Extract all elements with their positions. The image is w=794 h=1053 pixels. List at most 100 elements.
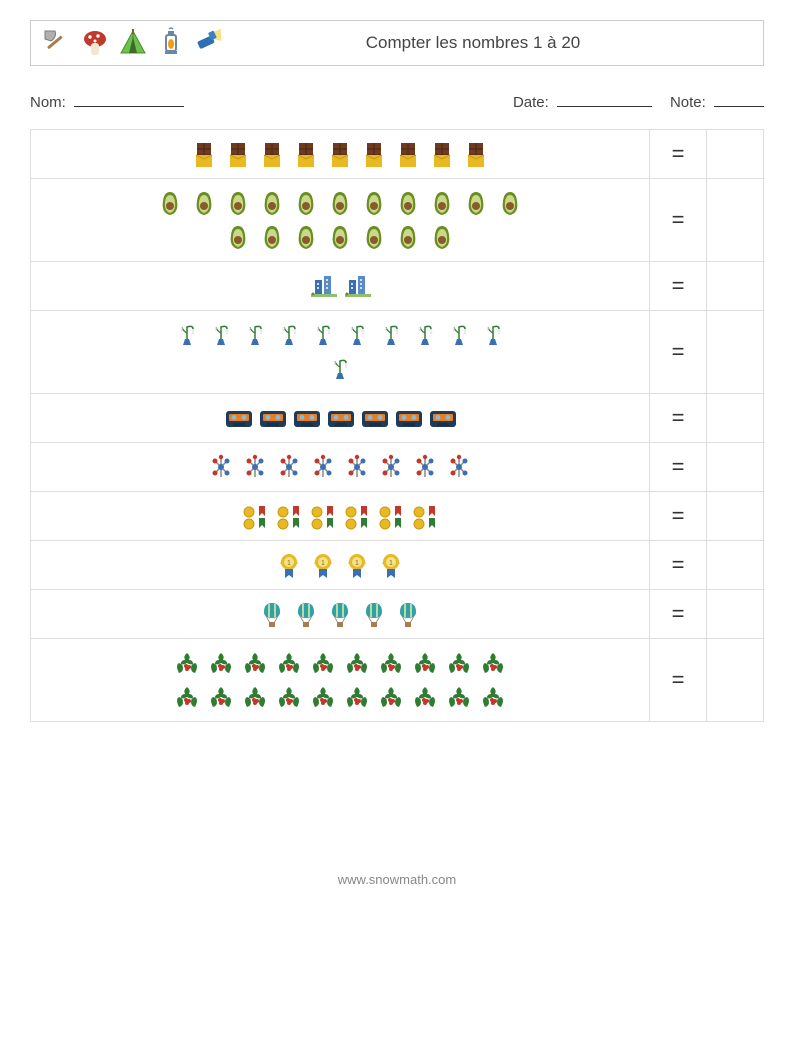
flashlight-icon [193, 27, 225, 59]
equals-cell: = [650, 590, 707, 639]
snowdrop-icon [241, 321, 269, 349]
holly-icon [479, 649, 507, 677]
icons-cell [31, 179, 650, 262]
holly-icon [445, 683, 473, 711]
name-label: Nom: [30, 94, 184, 111]
molecule-icon [309, 453, 337, 481]
icons-cell [31, 262, 650, 311]
table-row: = [31, 492, 764, 541]
table-row: = [31, 590, 764, 639]
avocado-icon [292, 189, 320, 217]
answer-cell[interactable] [707, 394, 764, 443]
chocolate-icon [428, 140, 456, 168]
avocado-icon [156, 189, 184, 217]
balloon-icon [326, 600, 354, 628]
medals-icon [241, 502, 269, 530]
chocolate-icon [394, 140, 422, 168]
cassette-icon [292, 404, 320, 432]
avocado-icon [428, 189, 456, 217]
buildings-icon [343, 272, 371, 300]
molecule-icon [411, 453, 439, 481]
holly-icon [241, 683, 269, 711]
snowdrop-icon [326, 355, 354, 383]
avocado-icon [224, 223, 252, 251]
snowdrop-icon [343, 321, 371, 349]
date-blank[interactable] [557, 106, 652, 107]
cassette-icon [394, 404, 422, 432]
equals-cell: = [650, 130, 707, 179]
answer-cell[interactable] [707, 492, 764, 541]
avocado-icon [326, 223, 354, 251]
chocolate-icon [462, 140, 490, 168]
medals-icon [309, 502, 337, 530]
avocado-icon [258, 189, 286, 217]
answer-cell[interactable] [707, 262, 764, 311]
holly-icon [343, 683, 371, 711]
header-icons [41, 27, 225, 59]
answer-cell[interactable] [707, 179, 764, 262]
snowdrop-icon [445, 321, 473, 349]
page-title: Compter les nombres 1 à 20 [233, 33, 753, 53]
answer-cell[interactable] [707, 311, 764, 394]
medals-icon [275, 502, 303, 530]
holly-icon [173, 649, 201, 677]
avocado-icon [428, 223, 456, 251]
answer-cell[interactable] [707, 639, 764, 722]
holly-icon [309, 649, 337, 677]
holly-icon [275, 649, 303, 677]
icons-cell [31, 590, 650, 639]
balloon-icon [258, 600, 286, 628]
holly-icon [411, 683, 439, 711]
holly-icon [479, 683, 507, 711]
snowdrop-icon [173, 321, 201, 349]
answer-cell[interactable] [707, 590, 764, 639]
avocado-icon [462, 189, 490, 217]
avocado-icon [360, 223, 388, 251]
balloon-icon [292, 600, 320, 628]
molecule-icon [445, 453, 473, 481]
avocado-icon [394, 223, 422, 251]
chocolate-icon [190, 140, 218, 168]
table-row: = [31, 311, 764, 394]
holly-icon [241, 649, 269, 677]
note-blank[interactable] [714, 106, 764, 107]
table-row: = [31, 179, 764, 262]
note-label: Note: [670, 94, 764, 111]
answer-cell[interactable] [707, 443, 764, 492]
icons-cell [31, 541, 650, 590]
name-blank[interactable] [74, 106, 184, 107]
avocado-icon [224, 189, 252, 217]
answer-cell[interactable] [707, 541, 764, 590]
equals-cell: = [650, 639, 707, 722]
avocado-icon [360, 189, 388, 217]
equals-cell: = [650, 541, 707, 590]
medals-icon [377, 502, 405, 530]
date-label-text: Date: [513, 94, 549, 111]
holly-icon [275, 683, 303, 711]
icons-cell [31, 492, 650, 541]
holly-icon [343, 649, 371, 677]
avocado-icon [496, 189, 524, 217]
avocado-icon [326, 189, 354, 217]
table-row: = [31, 541, 764, 590]
cassette-icon [326, 404, 354, 432]
medals-icon [343, 502, 371, 530]
equals-cell: = [650, 311, 707, 394]
equals-cell: = [650, 443, 707, 492]
balloon-icon [394, 600, 422, 628]
molecule-icon [377, 453, 405, 481]
footer: www.snowmath.com [30, 872, 764, 907]
table-row: = [31, 262, 764, 311]
answer-cell[interactable] [707, 130, 764, 179]
molecule-icon [275, 453, 303, 481]
table-row: = [31, 130, 764, 179]
holly-icon [411, 649, 439, 677]
mushroom-icon [79, 27, 111, 59]
name-label-text: Nom: [30, 94, 66, 111]
chocolate-icon [360, 140, 388, 168]
award-icon [275, 551, 303, 579]
holly-icon [173, 683, 201, 711]
date-label: Date: [513, 94, 652, 111]
award-icon [377, 551, 405, 579]
header-box: Compter les nombres 1 à 20 [30, 20, 764, 66]
